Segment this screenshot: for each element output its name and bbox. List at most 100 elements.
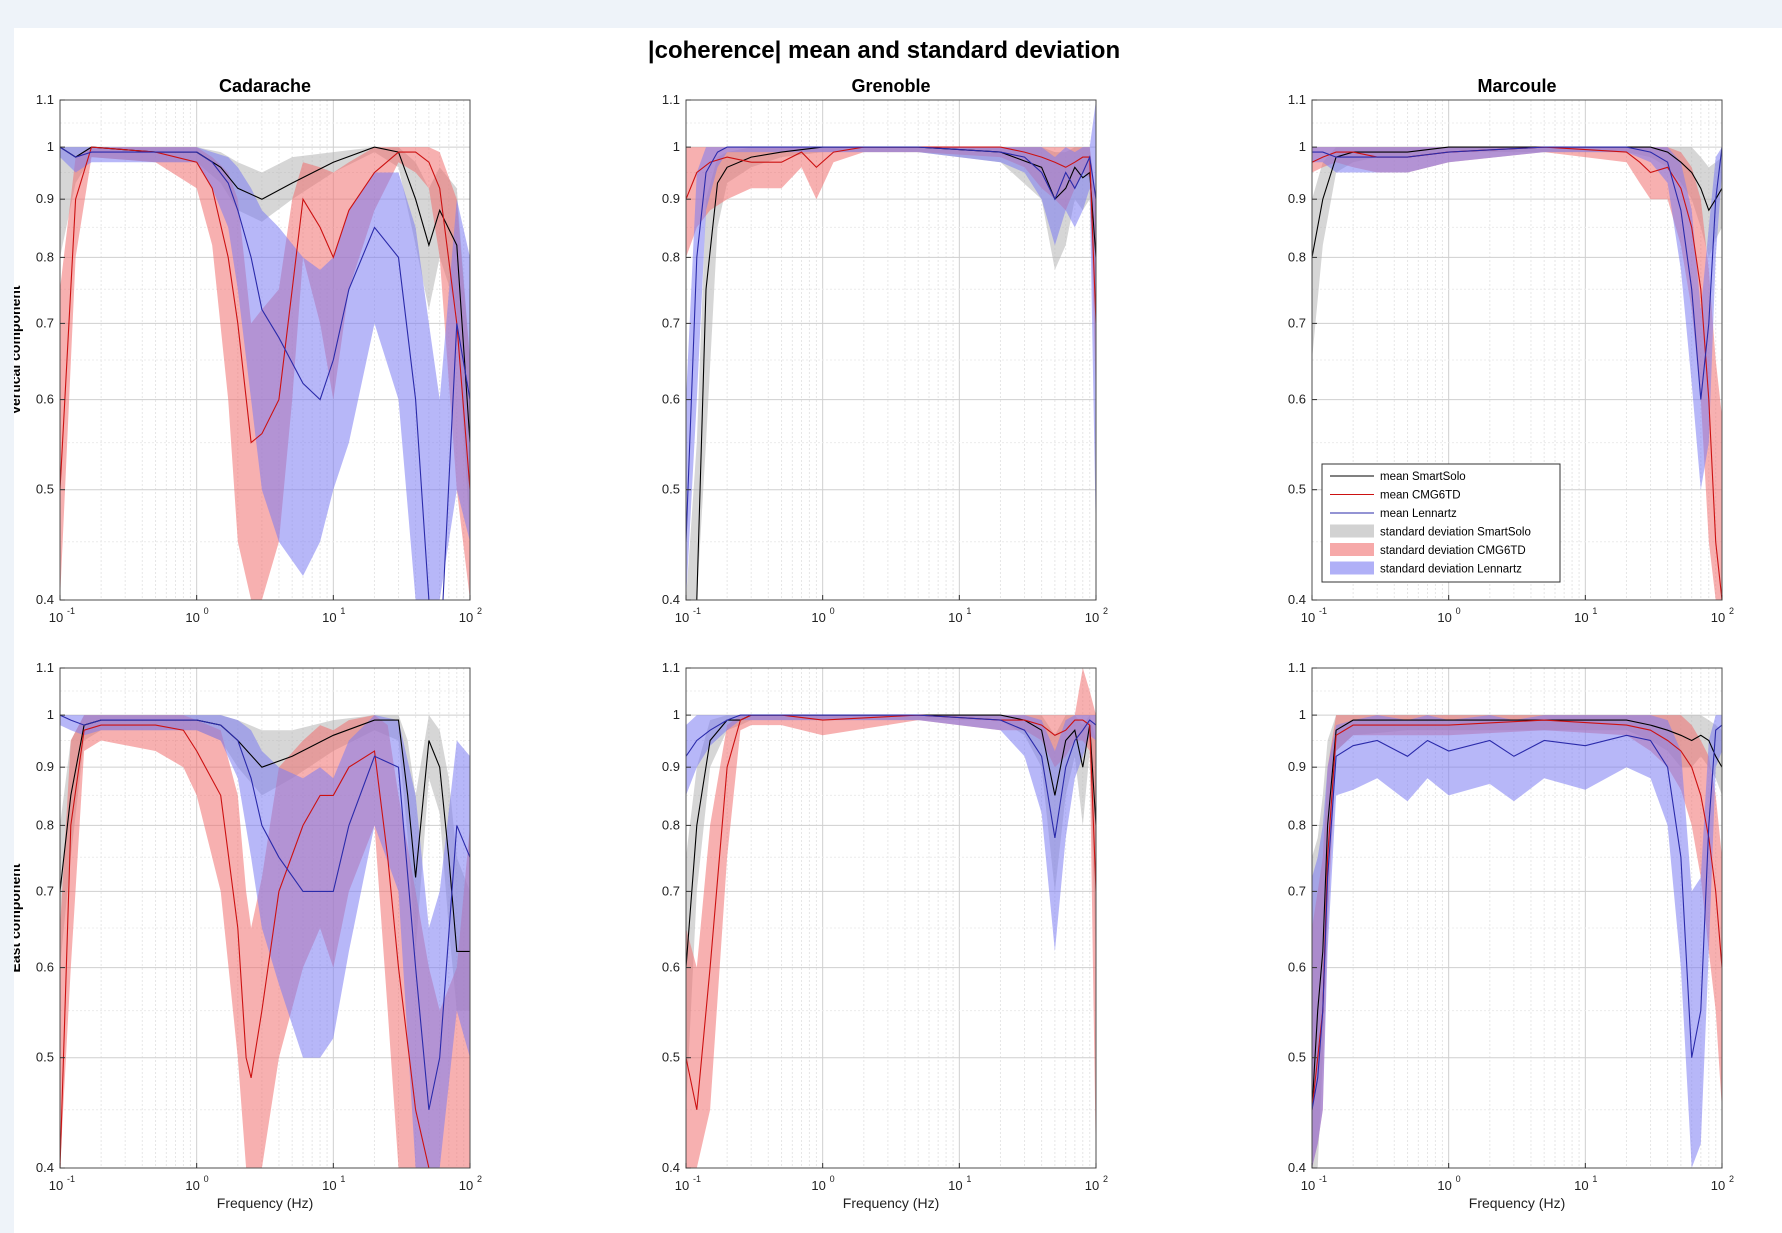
x-tick-label: 10 bbox=[1437, 1178, 1451, 1193]
y-tick-label: 0.4 bbox=[36, 592, 54, 607]
subplot-6: 0.4 0.5 0.6 0.7 0.8 0.9 1 1.1 10 -1 10 0 10 1 10 2 Frequ… bbox=[1288, 660, 1734, 1211]
y-tick-label: 0.5 bbox=[36, 482, 54, 497]
axes-frame bbox=[59, 667, 471, 1169]
x-tick-exponent: -1 bbox=[693, 606, 701, 616]
x-tick-label: 10 bbox=[1574, 1178, 1588, 1193]
y-tick-label: 1.1 bbox=[36, 92, 54, 107]
y-tick-label: 0.5 bbox=[1288, 1050, 1306, 1065]
x-tick-label: 10 bbox=[1301, 1178, 1315, 1193]
x-tick-exponent: -1 bbox=[1319, 1174, 1327, 1184]
x-tick-label: 10 bbox=[1085, 1178, 1099, 1193]
legend-patch-swatch bbox=[1330, 543, 1374, 556]
x-tick-label: 10 bbox=[1085, 610, 1099, 625]
y-tick-label: 0.6 bbox=[662, 960, 680, 975]
line-smartsolo bbox=[686, 714, 1096, 968]
x-tick-exponent: 0 bbox=[830, 606, 835, 616]
subplot-title: Marcoule bbox=[1477, 76, 1556, 96]
x-tick-exponent: -1 bbox=[693, 1174, 701, 1184]
y-tick-label: 0.8 bbox=[36, 249, 54, 264]
y-tick-label: 0.6 bbox=[36, 960, 54, 975]
line-cmg6td bbox=[1312, 146, 1722, 600]
line-lennartz bbox=[686, 146, 1096, 542]
y-tick-label: 1 bbox=[673, 139, 680, 154]
x-axis-label: Frequency (Hz) bbox=[1469, 1195, 1565, 1211]
x-axis-label: Frequency (Hz) bbox=[217, 1195, 313, 1211]
y-tick-label: 0.7 bbox=[36, 883, 54, 898]
y-tick-label: 0.9 bbox=[662, 759, 680, 774]
y-tick-label: 0.8 bbox=[662, 249, 680, 264]
axes-frame bbox=[1311, 667, 1723, 1169]
legend-patch-swatch bbox=[1330, 561, 1374, 575]
x-tick-label: 10 bbox=[1301, 610, 1315, 625]
y-tick-label: 0.8 bbox=[1288, 249, 1306, 264]
data-layer bbox=[1312, 715, 1722, 1168]
y-axis-label: Vertical component bbox=[14, 285, 23, 414]
x-tick-exponent: 0 bbox=[830, 1174, 835, 1184]
subplot-1: 0.4 0.5 0.6 0.7 0.8 0.9 1 1.1 10 -1 10 0 10 1 10 2 Cadar… bbox=[14, 76, 482, 625]
x-tick-label: 10 bbox=[811, 610, 825, 625]
x-tick-exponent: 1 bbox=[1592, 1174, 1597, 1184]
x-tick-exponent: -1 bbox=[1319, 606, 1327, 616]
subplot-5: 0.4 0.5 0.6 0.7 0.8 0.9 1 1.1 10 -1 10 0 10 1 10 2 Frequ… bbox=[662, 660, 1108, 1211]
x-tick-exponent: -1 bbox=[67, 606, 75, 616]
y-tick-label: 0.5 bbox=[662, 482, 680, 497]
x-tick-label: 10 bbox=[811, 1178, 825, 1193]
subplot-title: Grenoble bbox=[851, 76, 930, 96]
band-lennartz bbox=[686, 715, 1096, 952]
x-tick-label: 10 bbox=[675, 1178, 689, 1193]
y-tick-label: 1 bbox=[47, 707, 54, 722]
data-layer bbox=[686, 668, 1096, 1168]
y-tick-label: 0.7 bbox=[36, 315, 54, 330]
figure-canvas: |coherence| mean and standard deviation … bbox=[14, 37, 1734, 1211]
line-lennartz bbox=[1312, 724, 1722, 1110]
y-tick-label: 0.8 bbox=[1288, 817, 1306, 832]
x-tick-exponent: 1 bbox=[1592, 606, 1597, 616]
band-lennartz bbox=[1312, 147, 1722, 490]
y-tick-label: 1 bbox=[1299, 707, 1306, 722]
x-tick-exponent: 2 bbox=[1729, 606, 1734, 616]
x-tick-exponent: 1 bbox=[966, 606, 971, 616]
x-tick-label: 10 bbox=[1711, 610, 1725, 625]
x-tick-label: 10 bbox=[675, 610, 689, 625]
legend-entry-label: standard deviation CMG6TD bbox=[1380, 545, 1526, 557]
legend-entry-label: standard deviation SmartSolo bbox=[1380, 527, 1531, 539]
legend: mean SmartSolo mean CMG6TD mean Lennartz st… bbox=[1321, 463, 1561, 583]
x-tick-label: 10 bbox=[322, 610, 336, 625]
band-lennartz bbox=[1312, 715, 1722, 1168]
legend-entry-label: standard deviation Lennartz bbox=[1380, 564, 1522, 576]
legend-entry-label: mean SmartSolo bbox=[1380, 471, 1466, 483]
axes-frame bbox=[59, 99, 471, 601]
x-tick-exponent: 0 bbox=[204, 1174, 209, 1184]
line-lennartz bbox=[60, 714, 470, 1110]
band-lennartz bbox=[60, 147, 470, 600]
data-layer bbox=[60, 146, 470, 600]
x-tick-exponent: 2 bbox=[477, 1174, 482, 1184]
x-tick-exponent: 0 bbox=[1456, 1174, 1461, 1184]
y-tick-label: 0.9 bbox=[36, 759, 54, 774]
y-tick-label: 1 bbox=[47, 139, 54, 154]
y-tick-label: 0.8 bbox=[36, 817, 54, 832]
subplot-4: 0.4 0.5 0.6 0.7 0.8 0.9 1 1.1 10 -1 10 0 10 1 10 2 East … bbox=[14, 660, 482, 1211]
x-tick-exponent: 2 bbox=[477, 606, 482, 616]
subplot-title: Cadarache bbox=[219, 76, 311, 96]
x-tick-exponent: 0 bbox=[204, 606, 209, 616]
subplot-2: 0.4 0.5 0.6 0.7 0.8 0.9 1 1.1 10 -1 10 0 10 1 10 2 Greno… bbox=[662, 76, 1108, 625]
y-tick-label: 1.1 bbox=[1288, 92, 1306, 107]
x-tick-label: 10 bbox=[185, 610, 199, 625]
data-layer bbox=[686, 100, 1096, 600]
y-tick-label: 0.4 bbox=[662, 1160, 680, 1175]
line-cmg6td bbox=[60, 146, 470, 490]
y-tick-label: 0.4 bbox=[662, 592, 680, 607]
y-tick-label: 1.1 bbox=[1288, 660, 1306, 675]
band-cmg6td bbox=[686, 668, 1096, 1168]
y-tick-label: 0.5 bbox=[662, 1050, 680, 1065]
y-tick-label: 1 bbox=[1299, 139, 1306, 154]
x-tick-label: 10 bbox=[948, 610, 962, 625]
x-tick-label: 10 bbox=[49, 610, 63, 625]
y-tick-label: 0.9 bbox=[36, 191, 54, 206]
x-tick-exponent: 1 bbox=[340, 1174, 345, 1184]
axes-frame bbox=[1311, 99, 1723, 601]
axes-frame bbox=[685, 667, 1097, 1169]
line-lennartz bbox=[60, 146, 470, 600]
y-tick-label: 0.7 bbox=[1288, 883, 1306, 898]
